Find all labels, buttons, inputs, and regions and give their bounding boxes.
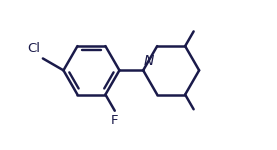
Text: Cl: Cl bbox=[27, 42, 40, 55]
Text: N: N bbox=[144, 54, 154, 68]
Text: F: F bbox=[111, 114, 119, 127]
